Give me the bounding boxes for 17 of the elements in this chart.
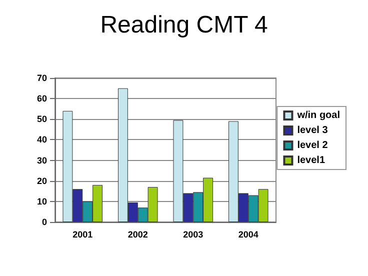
y-tick-label: 70 <box>36 73 47 83</box>
y-tick-label: 0 <box>42 217 47 227</box>
y-tick-label: 60 <box>36 94 47 104</box>
legend-label: level1 <box>297 155 326 166</box>
legend-label: w/in goal <box>296 110 340 121</box>
chart-title: Reading CMT 4 <box>100 12 268 38</box>
y-tick-label: 10 <box>36 196 47 206</box>
y-tick-label: 30 <box>36 155 47 166</box>
x-tick-label: 2003 <box>183 230 204 240</box>
y-tick-label: 50 <box>36 114 47 124</box>
y-tick-label: 40 <box>36 134 47 145</box>
legend-label: level 3 <box>297 125 328 136</box>
x-tick-label: 2002 <box>128 230 148 240</box>
x-tick-label: 2001 <box>72 230 93 240</box>
y-tick-label: 20 <box>36 176 47 186</box>
legend-label: level 2 <box>297 140 328 151</box>
x-tick-label: 2004 <box>238 230 258 240</box>
